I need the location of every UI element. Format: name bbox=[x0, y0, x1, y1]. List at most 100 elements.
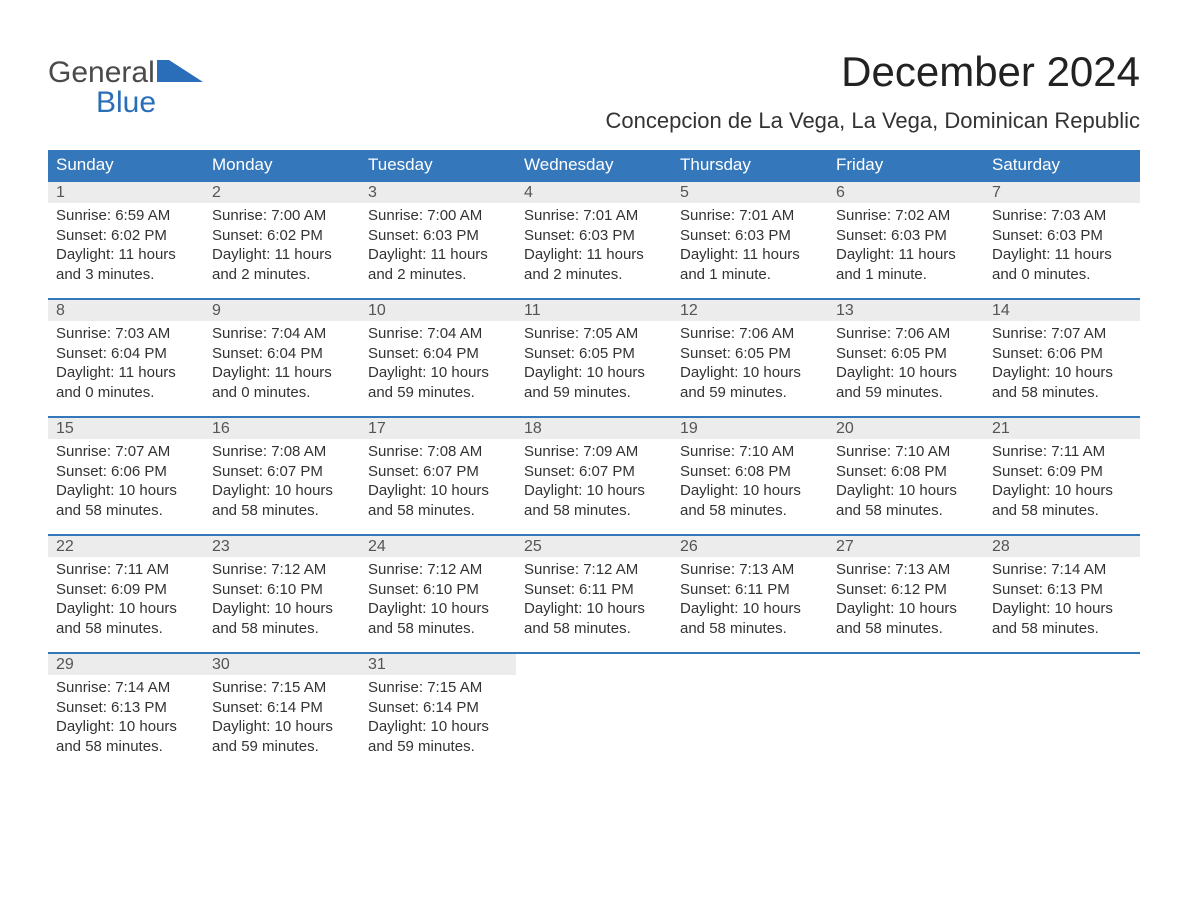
day-data-cell: Sunrise: 7:02 AMSunset: 6:03 PMDaylight:… bbox=[828, 203, 984, 299]
sunset-text: Sunset: 6:03 PM bbox=[368, 226, 508, 246]
day-number: 26 bbox=[680, 538, 698, 555]
sunset-text: Sunset: 6:07 PM bbox=[212, 462, 352, 482]
sunset-text: Sunset: 6:11 PM bbox=[680, 580, 820, 600]
day-number: 7 bbox=[992, 184, 1001, 201]
day-number: 31 bbox=[368, 656, 386, 673]
day-data-cell bbox=[516, 675, 672, 771]
daylight-text: Daylight: 11 hours bbox=[836, 245, 976, 265]
daylight-text: Daylight: 10 hours bbox=[680, 363, 820, 383]
day-number-cell: 4 bbox=[516, 181, 672, 203]
daylight-text: and 58 minutes. bbox=[212, 501, 352, 521]
sunset-text: Sunset: 6:07 PM bbox=[524, 462, 664, 482]
day-data-cell: Sunrise: 7:07 AMSunset: 6:06 PMDaylight:… bbox=[984, 321, 1140, 417]
daylight-text: and 0 minutes. bbox=[212, 383, 352, 403]
sunset-text: Sunset: 6:02 PM bbox=[212, 226, 352, 246]
day-data-cell bbox=[984, 675, 1140, 771]
day-data-cell: Sunrise: 7:00 AMSunset: 6:02 PMDaylight:… bbox=[204, 203, 360, 299]
day-number-cell: 1 bbox=[48, 181, 204, 203]
daylight-text: Daylight: 10 hours bbox=[56, 481, 196, 501]
weekday-header: Sunday bbox=[48, 150, 204, 181]
daylight-text: Daylight: 11 hours bbox=[680, 245, 820, 265]
daylight-text: Daylight: 10 hours bbox=[56, 599, 196, 619]
day-data-cell: Sunrise: 7:12 AMSunset: 6:10 PMDaylight:… bbox=[360, 557, 516, 653]
sunrise-text: Sunrise: 7:12 AM bbox=[524, 560, 664, 580]
sunset-text: Sunset: 6:08 PM bbox=[680, 462, 820, 482]
day-data-cell: Sunrise: 7:13 AMSunset: 6:11 PMDaylight:… bbox=[672, 557, 828, 653]
sunrise-text: Sunrise: 7:14 AM bbox=[992, 560, 1132, 580]
daylight-text: Daylight: 10 hours bbox=[680, 599, 820, 619]
day-number-cell: 2 bbox=[204, 181, 360, 203]
weekday-header: Monday bbox=[204, 150, 360, 181]
day-data-cell: Sunrise: 7:11 AMSunset: 6:09 PMDaylight:… bbox=[984, 439, 1140, 535]
day-number-cell: 8 bbox=[48, 299, 204, 321]
sunrise-text: Sunrise: 7:07 AM bbox=[56, 442, 196, 462]
day-number-cell: 16 bbox=[204, 417, 360, 439]
day-data-cell: Sunrise: 6:59 AMSunset: 6:02 PMDaylight:… bbox=[48, 203, 204, 299]
daylight-text: and 59 minutes. bbox=[368, 383, 508, 403]
sunrise-text: Sunrise: 7:01 AM bbox=[524, 206, 664, 226]
sunrise-text: Sunrise: 7:12 AM bbox=[368, 560, 508, 580]
day-number: 5 bbox=[680, 184, 689, 201]
day-data-cell: Sunrise: 7:13 AMSunset: 6:12 PMDaylight:… bbox=[828, 557, 984, 653]
sunrise-text: Sunrise: 7:07 AM bbox=[992, 324, 1132, 344]
daylight-text: Daylight: 10 hours bbox=[368, 717, 508, 737]
daylight-text: Daylight: 10 hours bbox=[524, 481, 664, 501]
weekday-header: Friday bbox=[828, 150, 984, 181]
sunrise-text: Sunrise: 7:01 AM bbox=[680, 206, 820, 226]
day-number-cell: 3 bbox=[360, 181, 516, 203]
day-data-row: Sunrise: 7:11 AMSunset: 6:09 PMDaylight:… bbox=[48, 557, 1140, 653]
sunrise-text: Sunrise: 7:11 AM bbox=[56, 560, 196, 580]
sunrise-text: Sunrise: 6:59 AM bbox=[56, 206, 196, 226]
day-number: 9 bbox=[212, 302, 221, 319]
daylight-text: Daylight: 10 hours bbox=[836, 363, 976, 383]
sunrise-text: Sunrise: 7:14 AM bbox=[56, 678, 196, 698]
sunrise-text: Sunrise: 7:08 AM bbox=[212, 442, 352, 462]
weekday-header: Wednesday bbox=[516, 150, 672, 181]
day-number-cell: 22 bbox=[48, 535, 204, 557]
day-data-cell: Sunrise: 7:08 AMSunset: 6:07 PMDaylight:… bbox=[360, 439, 516, 535]
daylight-text: and 58 minutes. bbox=[836, 619, 976, 639]
sunset-text: Sunset: 6:06 PM bbox=[992, 344, 1132, 364]
sunset-text: Sunset: 6:07 PM bbox=[368, 462, 508, 482]
day-number-cell: 26 bbox=[672, 535, 828, 557]
day-number-cell: 9 bbox=[204, 299, 360, 321]
sunrise-text: Sunrise: 7:15 AM bbox=[368, 678, 508, 698]
daylight-text: Daylight: 10 hours bbox=[56, 717, 196, 737]
sunset-text: Sunset: 6:04 PM bbox=[212, 344, 352, 364]
sunrise-text: Sunrise: 7:11 AM bbox=[992, 442, 1132, 462]
day-data-cell: Sunrise: 7:09 AMSunset: 6:07 PMDaylight:… bbox=[516, 439, 672, 535]
day-number-cell: 19 bbox=[672, 417, 828, 439]
daylight-text: Daylight: 10 hours bbox=[992, 481, 1132, 501]
day-data-cell: Sunrise: 7:01 AMSunset: 6:03 PMDaylight:… bbox=[672, 203, 828, 299]
daylight-text: and 59 minutes. bbox=[212, 737, 352, 757]
sunset-text: Sunset: 6:13 PM bbox=[56, 698, 196, 718]
daylight-text: Daylight: 10 hours bbox=[368, 363, 508, 383]
day-data-cell: Sunrise: 7:07 AMSunset: 6:06 PMDaylight:… bbox=[48, 439, 204, 535]
daylight-text: and 58 minutes. bbox=[680, 501, 820, 521]
day-number-cell: 10 bbox=[360, 299, 516, 321]
day-number-cell: 11 bbox=[516, 299, 672, 321]
sunrise-text: Sunrise: 7:05 AM bbox=[524, 324, 664, 344]
sunset-text: Sunset: 6:10 PM bbox=[368, 580, 508, 600]
daylight-text: Daylight: 11 hours bbox=[524, 245, 664, 265]
daylight-text: and 58 minutes. bbox=[836, 501, 976, 521]
sunset-text: Sunset: 6:03 PM bbox=[836, 226, 976, 246]
daylight-text: Daylight: 10 hours bbox=[212, 599, 352, 619]
day-data-row: Sunrise: 7:07 AMSunset: 6:06 PMDaylight:… bbox=[48, 439, 1140, 535]
daylight-text: and 2 minutes. bbox=[524, 265, 664, 285]
day-data-row: Sunrise: 7:14 AMSunset: 6:13 PMDaylight:… bbox=[48, 675, 1140, 771]
daylight-text: and 2 minutes. bbox=[368, 265, 508, 285]
sunrise-text: Sunrise: 7:04 AM bbox=[368, 324, 508, 344]
day-number-cell: 13 bbox=[828, 299, 984, 321]
day-data-cell: Sunrise: 7:11 AMSunset: 6:09 PMDaylight:… bbox=[48, 557, 204, 653]
day-number: 23 bbox=[212, 538, 230, 555]
day-number: 30 bbox=[212, 656, 230, 673]
day-number: 25 bbox=[524, 538, 542, 555]
daylight-text: and 59 minutes. bbox=[680, 383, 820, 403]
sunset-text: Sunset: 6:03 PM bbox=[524, 226, 664, 246]
sunrise-text: Sunrise: 7:10 AM bbox=[680, 442, 820, 462]
sunset-text: Sunset: 6:04 PM bbox=[368, 344, 508, 364]
sunrise-text: Sunrise: 7:03 AM bbox=[992, 206, 1132, 226]
daylight-text: and 58 minutes. bbox=[56, 619, 196, 639]
sunset-text: Sunset: 6:12 PM bbox=[836, 580, 976, 600]
